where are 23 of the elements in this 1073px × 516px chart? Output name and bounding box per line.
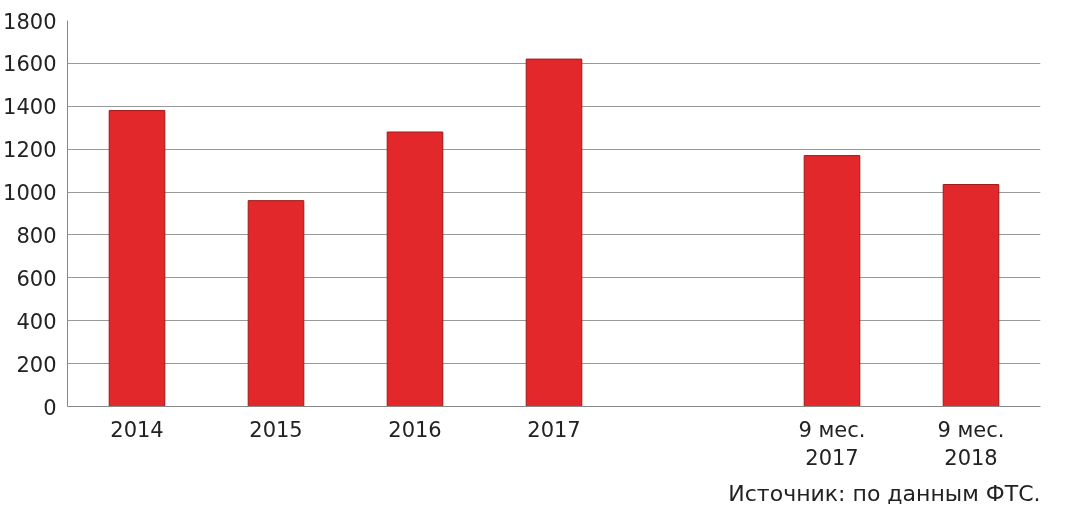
y-tick-label: 0 [43,395,57,420]
y-tick-label: 600 [16,266,57,291]
y-tick-label: 1400 [3,95,57,120]
bar [803,155,861,407]
bar [247,200,305,407]
y-tick-label: 200 [16,352,57,377]
y-tick-label: 800 [16,223,57,248]
bar [525,58,583,407]
y-tick-label: 1600 [3,52,57,77]
bar [108,110,166,407]
x-tick-label: 9 мес. 2018 [937,417,1005,471]
y-tick-label: 400 [16,309,57,334]
bar [386,131,444,407]
x-tick-label: 2017 [527,417,581,442]
x-tick-label: 2016 [388,417,442,442]
y-tick-label: 1800 [3,9,57,34]
y-tick-label: 1200 [3,138,57,163]
x-tick-label: 2014 [110,417,164,442]
text: Источник: по данным ФТС. [728,480,1041,506]
bar [942,184,1000,407]
x-tick-label: 2015 [249,417,303,442]
y-tick-label: 1000 [3,181,57,206]
x-tick-label: 9 мес. 2017 [798,417,866,471]
